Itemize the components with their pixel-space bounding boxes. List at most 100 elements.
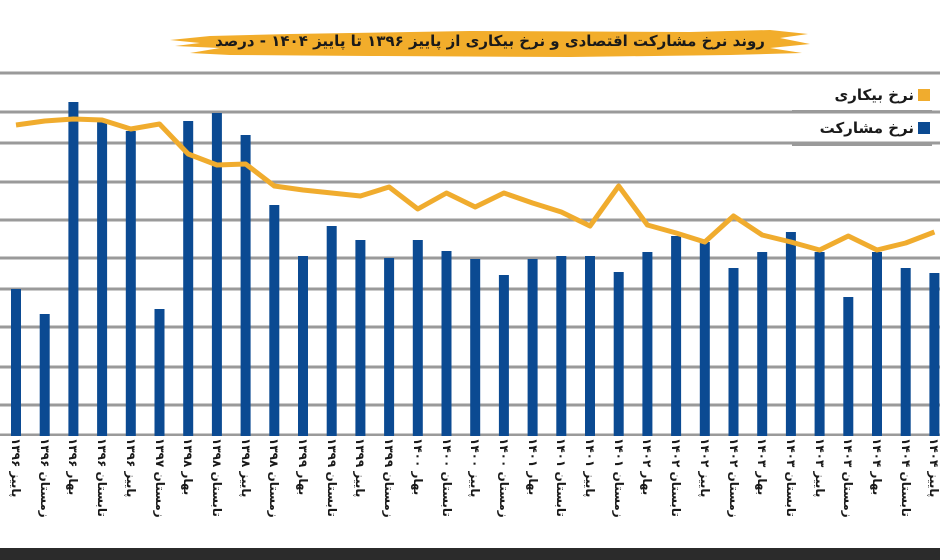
x-tick-label: پاییز ۱۳۹۹ [349, 438, 371, 542]
x-tick-label: تابستان ۱۴۰۱ [550, 438, 572, 542]
x-tick-label: بهار ۱۴۰۳ [751, 438, 773, 542]
bar-participation [384, 258, 395, 436]
legend-swatch-unemployment [918, 89, 930, 101]
x-tick-label: تابستان ۱۴۰۰ [436, 438, 458, 542]
bar-participation [154, 309, 165, 436]
bar-participation [441, 251, 452, 436]
x-tick-label: پاییز ۱۴۰۳ [809, 438, 831, 542]
line-unemployment [15, 116, 936, 253]
x-tick-label: بهار ۱۴۰۰ [407, 438, 429, 542]
chart-title-banner: روند نرخ مشارکت اقتصادی و نرخ بیکاری از … [170, 26, 810, 60]
chart-title: روند نرخ مشارکت اقتصادی و نرخ بیکاری از … [215, 32, 765, 50]
bar-participation [728, 268, 739, 436]
bar-participation [585, 256, 595, 436]
x-tick-label: تابستان ۱۳۹۶ [91, 438, 113, 542]
legend-swatch-participation [918, 122, 930, 134]
bar-participation [269, 205, 280, 436]
x-tick-label: زمستان ۱۳۹۹ [378, 438, 400, 542]
bar-participation [900, 268, 911, 436]
x-tick-label-text: بهار ۱۳۹۶ [66, 438, 81, 496]
bar-participation [613, 272, 624, 436]
x-tick-label: تابستان ۱۴۰۲ [665, 438, 687, 542]
x-tick-label: بهار ۱۳۹۸ [177, 438, 199, 542]
x-tick-label: بهار ۱۳۹۶ [62, 438, 84, 542]
bar-participation [929, 273, 940, 436]
bar-participation [757, 252, 768, 436]
bar-participation [814, 252, 825, 436]
x-tick-label-text: بهار ۱۳۹۹ [296, 438, 310, 496]
x-tick-label-text: تابستان ۱۴۰۱ [554, 438, 569, 517]
x-tick-label: تابستان ۱۴۰۳ [780, 438, 802, 542]
legend-label-participation: نرخ مشارکت [819, 119, 914, 137]
legend-label-unemployment: نرخ بیکاری [834, 86, 915, 104]
x-tick-label-text: پاییز ۱۴۰۳ [812, 438, 827, 498]
x-tick-label: زمستان ۱۴۰۲ [723, 438, 745, 542]
x-tick-label-text: بهار ۱۴۰۲ [640, 438, 655, 496]
bar-participation [125, 131, 136, 436]
x-tick-label: بهار ۱۴۰۲ [636, 438, 658, 542]
x-tick-label: پاییز ۱۴۰۴ [923, 438, 940, 542]
x-tick-label-text: بهار ۱۴۰۳ [755, 438, 770, 496]
x-tick-label-text: تابستان ۱۴۰۲ [669, 438, 684, 517]
x-tick-label-text: زمستان ۱۴۰۱ [611, 438, 626, 518]
bar-participation [470, 259, 481, 436]
x-tick-label-text: تابستان ۱۳۹۹ [324, 438, 339, 517]
bar-participation [39, 314, 50, 436]
x-tick-label: پاییز ۱۴۰۱ [579, 438, 601, 542]
bar-participation [68, 102, 79, 436]
legend-item-participation: نرخ مشارکت [792, 113, 932, 146]
x-tick-label-text: تابستان ۱۳۹۶ [95, 438, 110, 517]
x-tick-label: زمستان ۱۴۰۳ [837, 438, 859, 542]
x-tick-label: بهار ۱۴۰۴ [866, 438, 888, 542]
x-tick-label: پاییز ۱۴۰۲ [694, 438, 716, 542]
x-tick-label-text: زمستان ۱۴۰۰ [496, 438, 511, 518]
x-tick-label-text: بهار ۱۳۹۸ [181, 438, 196, 496]
title-brush-stroke [170, 30, 810, 57]
x-tick-label-text: پاییز ۱۴۰۲ [697, 438, 712, 498]
x-tick-label-text: پاییز ۱۴۰۱ [583, 438, 597, 498]
x-tick-label-text: پاییز ۱۳۹۹ [353, 438, 368, 498]
bar-participation [240, 135, 251, 436]
x-tick-label: بهار ۱۳۹۹ [292, 438, 314, 542]
x-axis-labels: پاییز ۱۳۹۶ زمستان ۱۳۹۶ بهار ۱۳۹۶ تابستان ۱۳… [0, 436, 940, 546]
x-tick-label: پاییز ۱۴۰۰ [464, 438, 486, 542]
x-tick-label-text: بهار ۱۴۰۴ [870, 438, 884, 496]
x-tick-label-text: تابستان ۱۳۹۸ [209, 438, 224, 517]
x-tick-label-text: تابستان ۱۴۰۳ [783, 438, 798, 517]
x-tick-label: زمستان ۱۳۹۶ [34, 438, 56, 542]
bar-participation [355, 240, 366, 436]
x-tick-label-text: بهار ۱۴۰۰ [410, 438, 425, 496]
bar-participation [843, 297, 854, 436]
legend: نرخ بیکاری نرخ مشارکت [792, 80, 932, 146]
x-tick-label-text: پاییز ۱۳۹۶ [9, 438, 23, 498]
x-tick-label-text: تابستان ۱۴۰۴ [898, 438, 913, 517]
x-tick-label-text: زمستان ۱۳۹۸ [267, 438, 282, 518]
x-tick-label: تابستان ۱۳۹۸ [206, 438, 228, 542]
bar-participation [183, 121, 194, 436]
x-tick-label: زمستان ۱۴۰۱ [608, 438, 630, 542]
x-tick-label: زمستان ۱۳۹۸ [263, 438, 285, 542]
bar-participation [872, 252, 882, 436]
bar-participation [785, 232, 796, 436]
bar-participation [527, 259, 538, 436]
bar-participation [11, 289, 21, 436]
x-tick-label: زمستان ۱۴۰۰ [493, 438, 515, 542]
x-tick-label: زمستان ۱۳۹۷ [149, 438, 171, 542]
x-tick-label: پاییز ۱۳۹۸ [235, 438, 257, 542]
x-tick-label: تابستان ۱۳۹۹ [321, 438, 343, 542]
x-tick-label-text: زمستان ۱۳۹۶ [37, 438, 52, 518]
bottom-border [0, 548, 940, 560]
bar-participation [298, 256, 308, 436]
bar-participation [412, 240, 423, 436]
x-tick-label: پاییز ۱۳۹۶ [5, 438, 27, 542]
x-tick-label: تابستان ۱۴۰۴ [895, 438, 917, 542]
bar-participation [556, 256, 567, 436]
x-tick-label-text: زمستان ۱۳۹۷ [152, 438, 167, 518]
bar-participation [498, 275, 509, 436]
bar-participation [97, 119, 108, 436]
plot-area [0, 71, 940, 436]
bar-participation [642, 252, 653, 436]
x-tick-label-text: پاییز ۱۴۰۰ [468, 438, 483, 498]
x-tick-label-text: زمستان ۱۳۹۹ [382, 438, 397, 518]
x-tick-label: بهار ۱۴۰۱ [522, 438, 544, 542]
